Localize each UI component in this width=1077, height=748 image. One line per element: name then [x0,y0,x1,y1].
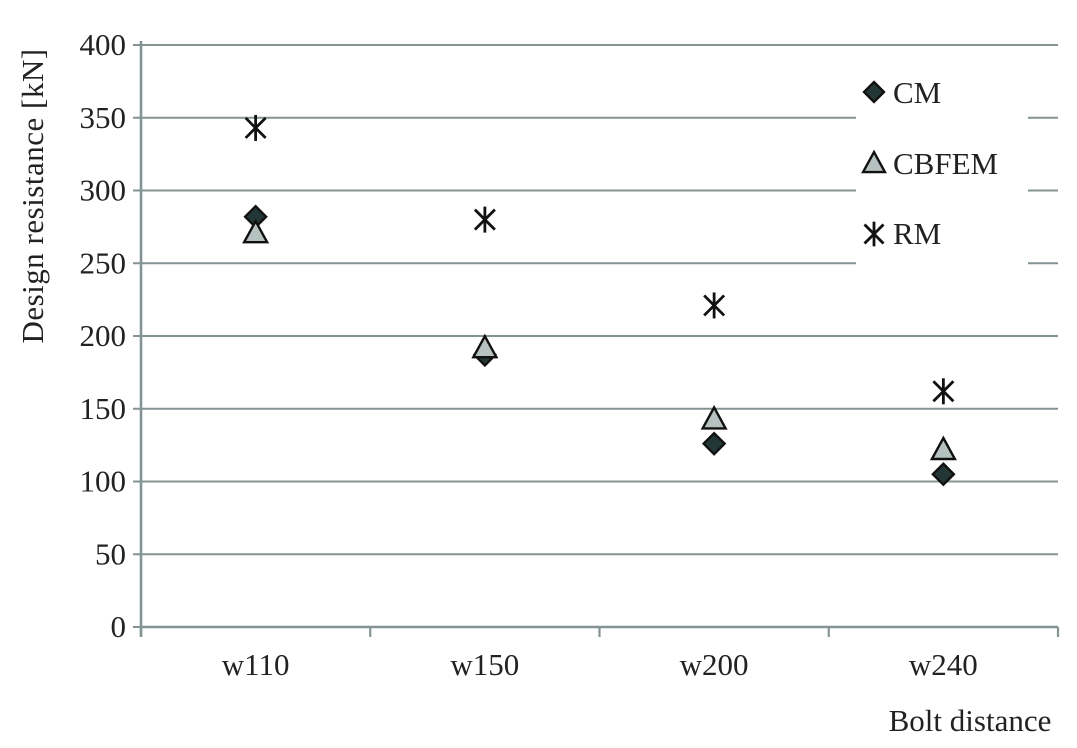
y-tick-label: 250 [80,245,127,280]
legend-row-cbfem: CBFEM [856,128,1028,199]
x-axis-title: Bolt distance [888,703,1052,738]
diamond-marker [931,462,956,487]
y-tick-label: 50 [95,536,126,571]
triangle-marker [471,333,499,359]
y-tick-label: 400 [80,27,127,62]
marker-RM-w150 [473,206,496,233]
marker-CBFEM-w240 [929,435,957,461]
y-tick-label: 0 [111,609,127,644]
x-tick-label: w110 [222,647,290,682]
triangle-marker [242,218,270,244]
y-tick-label: 100 [80,464,127,499]
x-tick-label: w150 [450,647,519,682]
legend-row-cm: CM [856,57,1028,128]
marker-CBFEM-w200 [700,404,728,430]
marker-CM-w240 [931,462,956,487]
y-tick-label: 350 [80,100,127,135]
rm-asterisk-icon [856,217,892,251]
y-tick-label: 200 [80,318,127,353]
legend-label-rm: RM [893,216,942,252]
diamond-marker [701,431,727,456]
cm-diamond-icon [856,75,892,109]
triangle-marker [929,435,957,461]
asterisk-marker [473,206,496,233]
legend-label-cm: CM [893,74,942,110]
triangle-marker [861,149,887,174]
legend-row-rm: RM [856,198,1028,269]
marker-CBFEM-w110 [242,218,270,244]
y-axis-title: Design resistance [kN] [15,48,50,344]
diamond-marker [862,80,886,105]
triangle-marker [700,404,728,430]
marker-CBFEM-w150 [471,333,499,359]
marker-RM-w200 [703,292,726,319]
marker-RM-w240 [932,378,955,405]
legend-label-cbfem: CBFEM [893,145,999,181]
y-tick-label: 150 [80,391,127,426]
x-tick-label: w240 [909,647,978,682]
y-tick-label: 300 [80,173,127,208]
asterisk-marker [703,292,726,319]
asterisk-marker [863,221,885,247]
x-tick-label: w200 [680,647,749,682]
asterisk-marker [244,114,267,141]
cbfem-triangle-icon [856,146,892,180]
asterisk-marker [932,378,955,405]
marker-CM-w200 [701,431,727,456]
legend: CM CBFEM RM [856,57,1028,269]
marker-RM-w110 [244,114,267,141]
